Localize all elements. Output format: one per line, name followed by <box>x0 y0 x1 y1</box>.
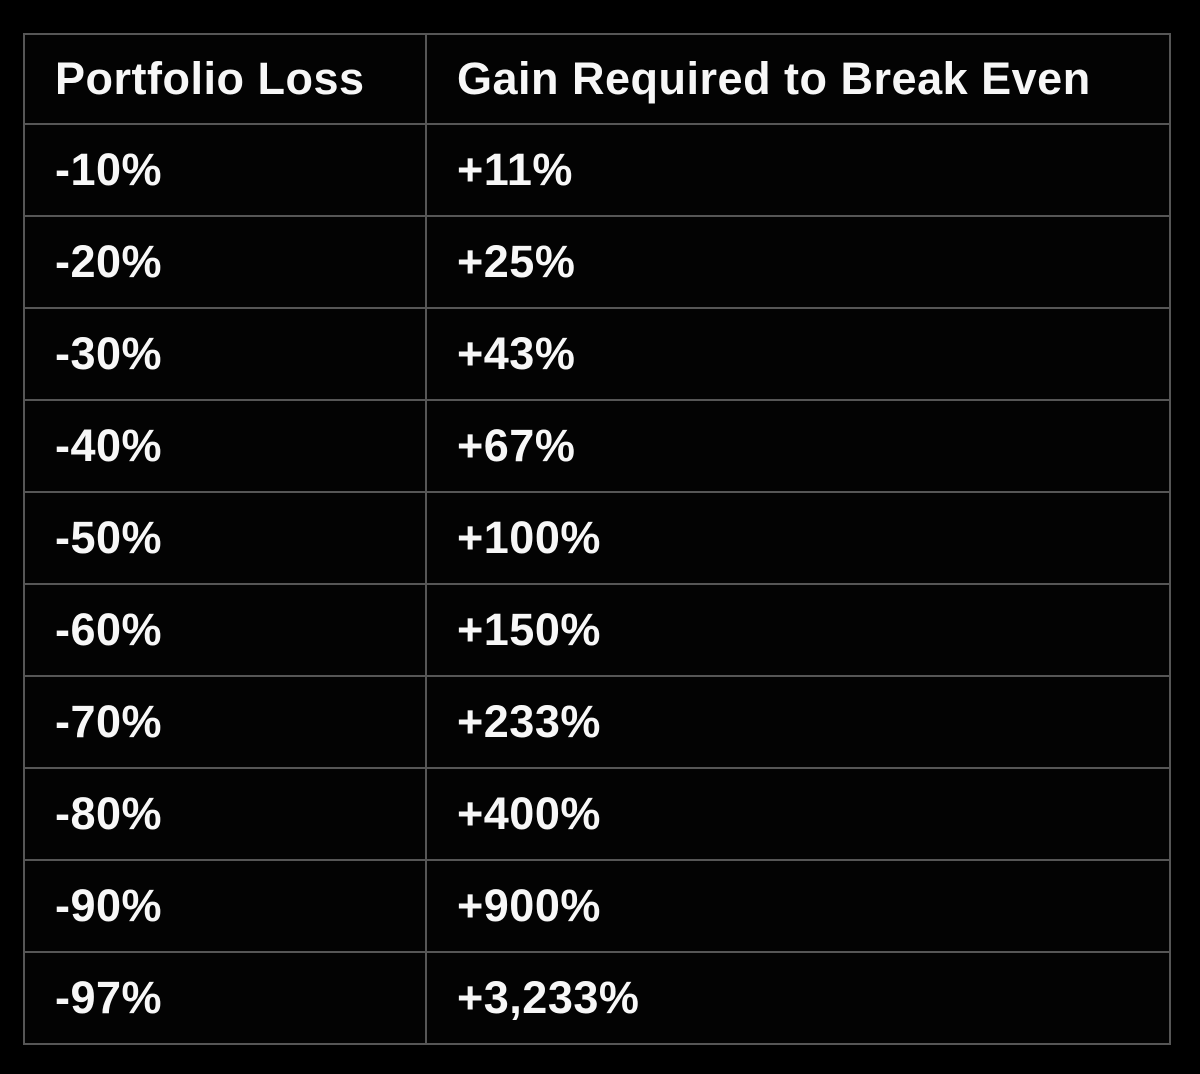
table-row: -60% +150% <box>23 583 1171 677</box>
portfolio-loss-cell: -60% <box>23 583 427 677</box>
header-row: Portfolio Loss Gain Required to Break Ev… <box>23 33 1171 125</box>
portfolio-loss-cell: -30% <box>23 307 427 401</box>
portfolio-loss-cell: -40% <box>23 399 427 493</box>
table-body: -10% +11% -20% +25% -30% +43% -40% +67% … <box>23 123 1171 1045</box>
portfolio-loss-cell: -70% <box>23 675 427 769</box>
gain-required-cell: +900% <box>425 859 1171 953</box>
gain-required-cell: +67% <box>425 399 1171 493</box>
table-row: -97% +3,233% <box>23 951 1171 1045</box>
portfolio-loss-cell: -97% <box>23 951 427 1045</box>
gain-required-cell: +25% <box>425 215 1171 309</box>
column-header-gain-required: Gain Required to Break Even <box>425 33 1171 125</box>
gain-required-cell: +100% <box>425 491 1171 585</box>
table-row: -50% +100% <box>23 491 1171 585</box>
table-row: -80% +400% <box>23 767 1171 861</box>
gain-required-cell: +43% <box>425 307 1171 401</box>
gain-required-cell: +11% <box>425 123 1171 217</box>
table-row: -70% +233% <box>23 675 1171 769</box>
portfolio-loss-cell: -20% <box>23 215 427 309</box>
portfolio-loss-cell: -50% <box>23 491 427 585</box>
breakeven-table: Portfolio Loss Gain Required to Break Ev… <box>23 33 1171 1045</box>
table-row: -20% +25% <box>23 215 1171 309</box>
table-row: -30% +43% <box>23 307 1171 401</box>
table-row: -90% +900% <box>23 859 1171 953</box>
gain-required-cell: +3,233% <box>425 951 1171 1045</box>
gain-required-cell: +150% <box>425 583 1171 677</box>
gain-required-cell: +233% <box>425 675 1171 769</box>
portfolio-loss-cell: -90% <box>23 859 427 953</box>
table-row: -40% +67% <box>23 399 1171 493</box>
portfolio-loss-cell: -10% <box>23 123 427 217</box>
column-header-portfolio-loss: Portfolio Loss <box>23 33 427 125</box>
portfolio-loss-cell: -80% <box>23 767 427 861</box>
table-row: -10% +11% <box>23 123 1171 217</box>
gain-required-cell: +400% <box>425 767 1171 861</box>
